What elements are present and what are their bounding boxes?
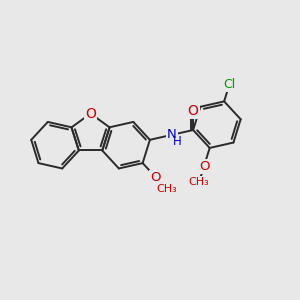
Text: CH₃: CH₃	[156, 184, 177, 194]
Text: O: O	[85, 106, 96, 121]
Text: H: H	[173, 135, 182, 148]
Text: O: O	[85, 107, 96, 120]
Text: N: N	[167, 128, 177, 141]
Text: O: O	[199, 160, 209, 172]
Text: O: O	[188, 104, 199, 118]
Text: O: O	[150, 171, 161, 184]
Text: Cl: Cl	[223, 78, 236, 91]
Text: CH₃: CH₃	[189, 177, 209, 187]
